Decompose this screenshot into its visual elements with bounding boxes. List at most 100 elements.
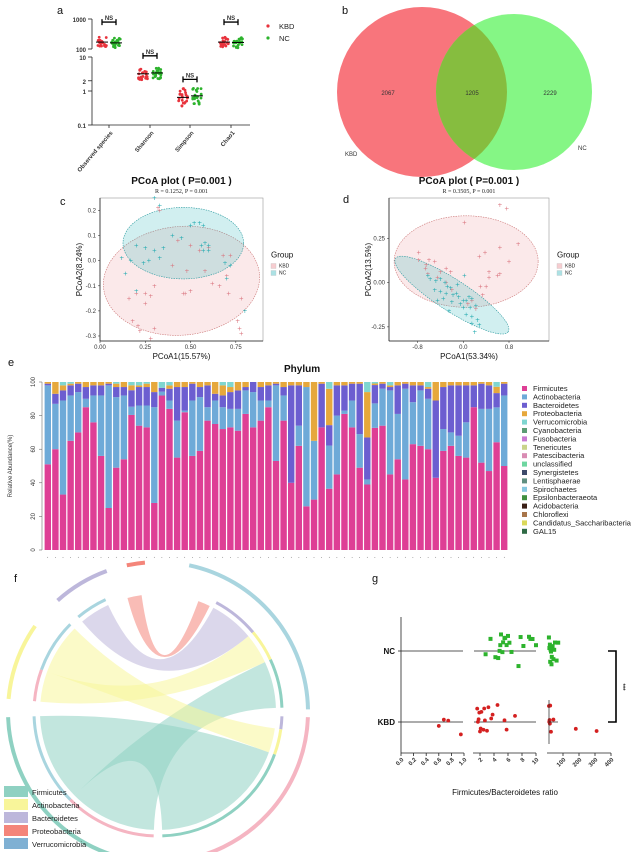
y-tick-label: 0.0 (88, 259, 97, 265)
x-tick-label: 300 (588, 757, 600, 769)
data-point: + (152, 195, 157, 202)
data-point: + (141, 260, 146, 267)
x-tick-label: 4 (492, 757, 499, 764)
data-point (180, 98, 184, 102)
data-point: + (454, 290, 459, 297)
x-tick-label: · (427, 555, 429, 561)
legend-key (522, 411, 527, 417)
bar-segment-proteobacteria (257, 382, 264, 388)
bar-segment-proteobacteria (402, 382, 409, 384)
data-point (232, 39, 236, 43)
bar-segment-other (113, 382, 120, 384)
bar-segment-bacteroidetes (379, 383, 386, 389)
bar-segment-bacteroidetes (135, 387, 143, 406)
bar-segment-proteobacteria (371, 383, 379, 386)
x-tick-label: · (199, 555, 201, 561)
x-tick-label: 0.75 (230, 345, 242, 351)
x-tick-label: · (412, 555, 414, 561)
bar-segment-other (67, 382, 74, 384)
x-tick-label: · (397, 555, 399, 561)
bar-segment-bacteroidetes (181, 387, 188, 411)
x-tick-label: · (435, 555, 437, 561)
bar-segment-proteobacteria (143, 383, 150, 388)
legend-label: Bacteroidetes (533, 401, 579, 410)
bar-segment-firmicutes (379, 425, 386, 550)
data-point: + (497, 244, 502, 251)
data-point: + (157, 208, 162, 215)
bar-segment-bacteroidetes (166, 388, 173, 401)
data-point (518, 635, 523, 640)
data-point (549, 729, 553, 734)
x-tick-label: · (359, 555, 361, 561)
bar-segment-firmicutes (242, 413, 249, 550)
venn-intersection (436, 14, 507, 170)
data-point: + (416, 250, 421, 257)
data-point: + (477, 322, 482, 329)
x-tick-label: · (176, 555, 178, 561)
bar-segment-actinobacteria (227, 408, 234, 428)
x-tick-label: · (100, 555, 102, 561)
y-tick-label: 0.00 (373, 281, 385, 287)
pcoa-title: PCoA plot ( P=0.001 ) (419, 176, 519, 187)
x-tick-label: · (138, 555, 140, 561)
bar-segment-actinobacteria (67, 395, 74, 441)
bar-segment-bacteroidetes (470, 385, 477, 408)
x-tick-label: 0.50 (185, 345, 197, 351)
legend-key (522, 419, 527, 425)
legend-key (4, 786, 28, 797)
data-point: + (441, 296, 446, 303)
data-point: + (461, 297, 466, 304)
legend-key (522, 478, 527, 484)
inner-arc (40, 623, 72, 671)
data-point (530, 637, 535, 642)
bar-segment-proteobacteria (211, 382, 219, 394)
data-point: + (197, 220, 202, 227)
data-point (534, 643, 538, 648)
y-tick-label: 0 (31, 548, 37, 552)
legend-label: Spirochaetes (533, 485, 577, 494)
bar-segment-actinobacteria (379, 388, 386, 426)
data-point (177, 99, 181, 103)
inner-arc (273, 729, 283, 755)
data-point: + (188, 288, 193, 295)
x-tick-label: · (465, 555, 467, 561)
data-point (154, 66, 158, 70)
legend-key (4, 812, 28, 823)
bar-segment-bacteroidetes (402, 383, 409, 389)
legend-key (522, 461, 527, 467)
data-point: + (444, 290, 449, 297)
bar-segment-bacteroidetes (52, 393, 59, 404)
bar-segment-firmicutes (234, 430, 242, 550)
bar-segment-proteobacteria (151, 382, 158, 393)
bar-segment-bacteroidetes (257, 387, 264, 401)
bar-segment-actinobacteria (295, 425, 303, 446)
data-point: + (137, 328, 142, 335)
y-tick-label: 2 (83, 80, 87, 86)
bar-segment-actinobacteria (181, 410, 188, 413)
bar-segment-firmicutes (356, 467, 363, 550)
data-point: + (183, 290, 188, 297)
bar-segment-other (143, 382, 150, 384)
bar-segment-bacteroidetes (173, 387, 181, 421)
bar-segment-bacteroidetes (219, 395, 226, 408)
bar-segment-bacteroidetes (82, 387, 90, 399)
x-tick-label: · (252, 555, 254, 561)
outer-arc-firmicutes (6, 717, 111, 852)
bar-segment-firmicutes (417, 445, 424, 550)
x-tick-label: · (260, 555, 262, 561)
bar-segment-proteobacteria (394, 382, 401, 386)
data-point: + (477, 253, 482, 260)
bar-segment-firmicutes (386, 474, 394, 550)
data-point (155, 69, 159, 73)
confidence-ellipse-nc (394, 255, 510, 335)
data-point (159, 68, 163, 71)
data-point: + (148, 335, 153, 342)
x-tick-label: · (283, 555, 285, 561)
x-tick-label: · (237, 555, 239, 561)
legend-label: Actinobacteria (32, 801, 80, 810)
panel-label-c: c (60, 196, 66, 208)
bar-segment-proteobacteria (120, 382, 128, 388)
bar-segment-other (59, 382, 67, 386)
bar-segment-other (128, 382, 135, 386)
